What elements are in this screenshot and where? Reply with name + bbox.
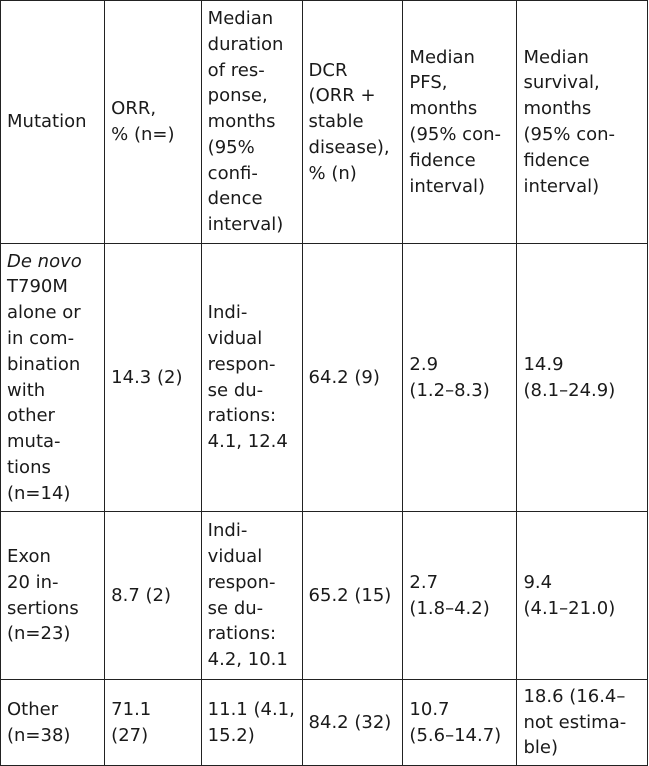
cell-pfs: 2.7 (1.8–4.2) — [402, 511, 518, 680]
cell-pfs: 2.9 (1.2–8.3) — [402, 243, 518, 512]
cell-mutation: Other (n=38) — [0, 679, 106, 766]
cell-duration: 11.1 (4.1, 15.2) — [200, 679, 303, 766]
header-orr: ORR, % (n=) — [104, 0, 202, 244]
header-duration: Median duration of res- ponse, months (9… — [200, 0, 303, 244]
cell-survival: 18.6 (16.4– not estima- ble) — [516, 679, 648, 766]
header-mutation: Mutation — [0, 0, 106, 244]
cell-dcr: 64.2 (9) — [301, 243, 404, 512]
cell-orr: 71.1 (27) — [104, 679, 202, 766]
header-survival: Median survival, months (95% con- fidenc… — [516, 0, 648, 244]
table-row: Exon 20 in- sertions (n=23) 8.7 (2) Indi… — [0, 511, 648, 680]
cell-mutation: De novo T790M alone or in com- bination … — [0, 243, 106, 512]
cell-duration: Indi- vidual respon- se du- rations: 4.2… — [200, 511, 303, 680]
table-row: Other (n=38) 71.1 (27) 11.1 (4.1, 15.2) … — [0, 679, 648, 766]
header-dcr: DCR (ORR + stable disease), % (n) — [301, 0, 404, 244]
cell-duration: Indi- vidual respon- se du- rations: 4.1… — [200, 243, 303, 512]
table-row: De novo T790M alone or in com- bination … — [0, 243, 648, 512]
header-pfs: Median PFS, months (95% con- fidence int… — [402, 0, 518, 244]
cell-dcr: 65.2 (15) — [301, 511, 404, 680]
cell-mutation: Exon 20 in- sertions (n=23) — [0, 511, 106, 680]
cell-orr: 8.7 (2) — [104, 511, 202, 680]
cell-survival: 14.9 (8.1–24.9) — [516, 243, 648, 512]
cell-pfs: 10.7 (5.6–14.7) — [402, 679, 518, 766]
cell-dcr: 84.2 (32) — [301, 679, 404, 766]
mutation-italic-text: De novo — [7, 250, 82, 272]
header-row: Mutation ORR, % (n=) Median duration of … — [0, 0, 648, 244]
cell-orr: 14.3 (2) — [104, 243, 202, 512]
mutation-text: T790M alone or in com- bination with oth… — [7, 276, 81, 504]
cell-survival: 9.4 (4.1–21.0) — [516, 511, 648, 680]
